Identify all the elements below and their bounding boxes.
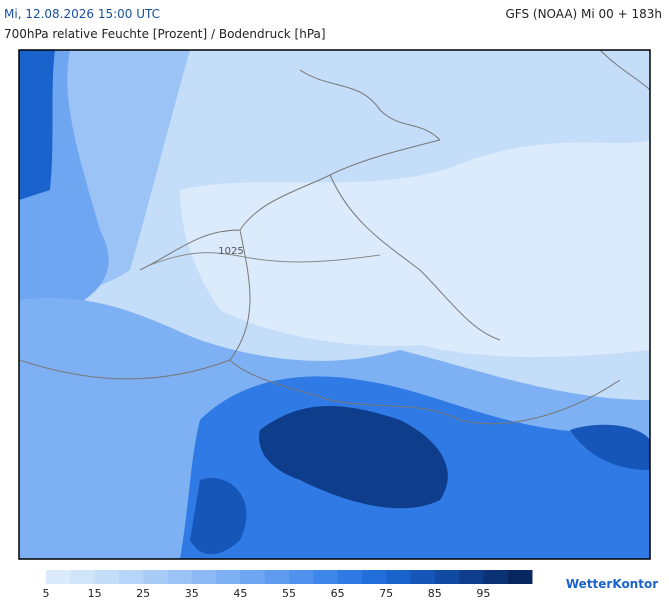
field-alps-wet [190,478,247,555]
colorbar-label: 15 [88,587,102,600]
logo: WetterKontor [566,577,658,591]
model-run: GFS (NOAA) Mi 00 + 183h [505,7,662,21]
colorbar-swatch [386,570,411,584]
colorbar-swatch [70,570,96,584]
coastline [299,69,441,141]
colorbar-swatch [434,570,460,584]
isobar [149,252,381,266]
border-line [19,359,231,380]
colorbar-label: 45 [233,587,247,600]
field-east-wet [570,424,650,470]
colorbar-label: 65 [331,587,345,600]
colorbar-swatch [240,570,266,584]
colorbar-swatch [46,570,71,584]
map-frame [18,49,651,560]
colorbar-swatch [361,570,387,584]
borders [19,50,650,425]
colorbar-label: 95 [476,587,490,600]
humidity-field [19,50,650,559]
border-line [459,379,621,425]
colorbar-swatch [94,570,120,584]
colorbar-label: 85 [428,587,442,600]
colorbar-swatch [313,570,339,584]
colorbar-swatch [264,570,290,584]
field-west-wet [19,50,55,200]
colorbar-label: 5 [43,587,50,600]
subtitle: 700hPa relative Feuchte [Prozent] / Bode… [4,27,326,41]
coastline [599,50,650,91]
colorbar-swatch [483,570,509,584]
field-south-wet [259,406,448,509]
colorbar-swatch [167,570,193,584]
colorbar-swatch [216,570,241,584]
colorbar: 5 15 25 35 45 55 65 75 85 95 [43,570,533,600]
colorbar-swatch [459,570,484,584]
colorbar-swatch [118,570,144,584]
isobar-label: 1025 [218,246,243,257]
field-dry-core [180,140,650,357]
colorbar-swatch [507,570,533,584]
datetime: Mi, 12.08.2026 15:00 UTC [4,7,160,21]
colorbar-swatch [410,570,436,584]
colorbar-label: 75 [379,587,393,600]
colorbar-label: 25 [136,587,150,600]
colorbar-label: 55 [282,587,296,600]
border-line [229,229,461,421]
border-line [329,174,501,341]
colorbar-swatch [337,570,363,584]
colorbar-swatch [289,570,314,584]
colorbar-swatch [143,570,168,584]
coastline [139,139,441,271]
colorbar-label: 35 [185,587,199,600]
colorbar-swatch [191,570,217,584]
